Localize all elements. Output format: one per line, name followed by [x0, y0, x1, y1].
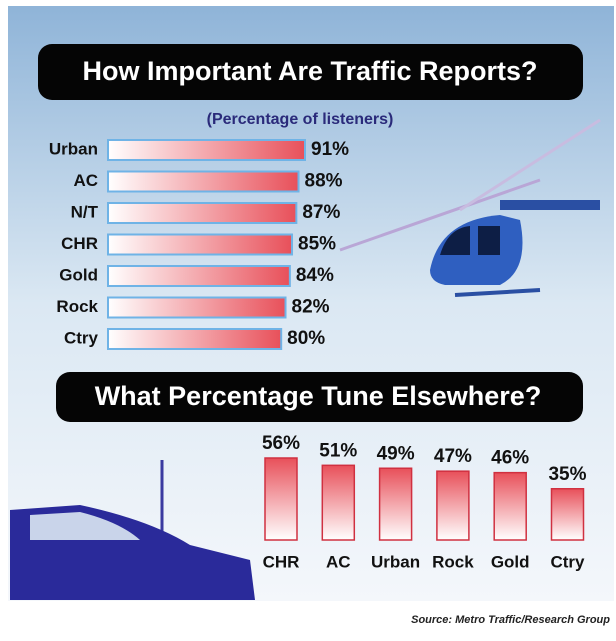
category-label: AC	[326, 552, 351, 571]
category-label: Rock	[432, 552, 474, 571]
category-label: Rock	[56, 297, 98, 316]
bar	[108, 329, 281, 349]
bar	[108, 235, 292, 255]
value-label: 46%	[491, 448, 529, 469]
category-label: CHR	[61, 234, 98, 253]
bar	[108, 140, 305, 160]
bar	[322, 465, 354, 540]
bar	[108, 266, 290, 286]
source: Source: Metro Traffic/Research Group	[411, 614, 610, 626]
bar	[552, 489, 584, 540]
value-label: 80%	[287, 328, 325, 349]
bar	[108, 203, 296, 223]
value-label: 88%	[305, 171, 343, 192]
value-label: 47%	[434, 446, 472, 467]
value-label: 84%	[296, 265, 334, 286]
infographic: How Important Are Traffic Reports? (Perc…	[0, 0, 616, 641]
value-label: 87%	[302, 202, 340, 223]
value-label: 91%	[311, 139, 349, 160]
category-label: AC	[73, 171, 98, 190]
category-label: CHR	[263, 552, 300, 571]
chart-subtitle: (Percentage of listeners)	[207, 111, 394, 128]
bar	[437, 471, 469, 540]
value-label: 82%	[292, 297, 330, 318]
value-label: 35%	[548, 464, 586, 485]
value-label: 85%	[298, 234, 336, 255]
category-label: Ctry	[64, 328, 99, 347]
category-label: N/T	[71, 202, 99, 221]
category-label: Urban	[49, 139, 98, 158]
bar	[380, 468, 412, 540]
category-label: Ctry	[550, 552, 585, 571]
chart-title: What Percentage Tune Elsewhere?	[95, 381, 542, 411]
value-label: 51%	[319, 440, 357, 461]
value-label: 56%	[262, 433, 300, 454]
chart-title: How Important Are Traffic Reports?	[82, 56, 537, 86]
value-label: 49%	[377, 443, 415, 464]
category-label: Gold	[491, 552, 530, 571]
bar	[265, 458, 297, 540]
category-label: Urban	[371, 552, 420, 571]
category-label: Gold	[59, 265, 98, 284]
bar	[494, 473, 526, 540]
bar	[108, 172, 299, 192]
bar	[108, 298, 286, 318]
